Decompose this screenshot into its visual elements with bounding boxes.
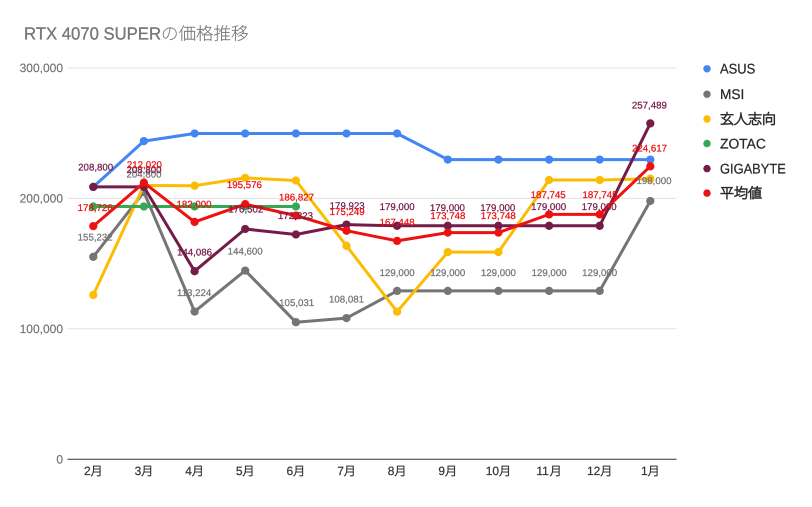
svg-text:224,617: 224,617 [632, 143, 667, 154]
svg-text:173,748: 173,748 [481, 211, 516, 222]
svg-text:179,923: 179,923 [330, 201, 365, 212]
svg-text:3: 3 [135, 464, 142, 478]
svg-text:300,000: 300,000 [20, 61, 64, 75]
svg-text:ZOTAC: ZOTAC [720, 135, 766, 151]
svg-text:113,224: 113,224 [177, 288, 212, 299]
svg-text:208,800: 208,800 [78, 163, 114, 174]
svg-text:129,000: 129,000 [430, 268, 466, 279]
svg-text:176,502: 176,502 [228, 205, 263, 216]
svg-text:0: 0 [56, 452, 63, 466]
svg-text:257,489: 257,489 [632, 101, 667, 112]
svg-text:182,000: 182,000 [176, 200, 212, 211]
svg-text:4: 4 [185, 464, 192, 478]
svg-text:200,000: 200,000 [20, 192, 64, 206]
svg-text:198,000: 198,000 [636, 176, 672, 187]
svg-text:178,726: 178,726 [78, 203, 113, 214]
svg-text:144,086: 144,086 [177, 247, 212, 258]
svg-text:179,000: 179,000 [480, 203, 516, 214]
svg-text:129,000: 129,000 [532, 268, 568, 279]
svg-text:179,000: 179,000 [582, 202, 618, 213]
svg-text:7: 7 [337, 464, 344, 478]
svg-text:172,323: 172,323 [278, 211, 313, 222]
svg-text:195,576: 195,576 [227, 180, 262, 191]
svg-text:208,800: 208,800 [126, 165, 162, 176]
svg-text:ASUS: ASUS [720, 61, 755, 77]
svg-text:179,000: 179,000 [531, 202, 567, 213]
svg-text:204,800: 204,800 [126, 169, 162, 180]
svg-text:2: 2 [84, 464, 91, 478]
svg-text:212,020: 212,020 [127, 160, 163, 171]
svg-text:179,000: 179,000 [380, 202, 416, 213]
svg-text:6: 6 [287, 464, 294, 478]
svg-text:108,081: 108,081 [329, 295, 364, 306]
svg-text:186,827: 186,827 [279, 193, 314, 204]
svg-text:155,232: 155,232 [78, 232, 113, 243]
svg-text:187,745: 187,745 [531, 190, 566, 201]
svg-text:8: 8 [388, 464, 395, 478]
svg-text:11: 11 [536, 464, 549, 478]
svg-text:MSI: MSI [720, 86, 744, 102]
svg-text:RTX 4070 SUPER: RTX 4070 SUPER [24, 24, 161, 44]
svg-text:105,031: 105,031 [279, 298, 314, 309]
svg-text:129,000: 129,000 [380, 268, 416, 279]
svg-text:187,745: 187,745 [582, 190, 617, 201]
svg-text:167,448: 167,448 [380, 218, 415, 229]
svg-text:9: 9 [438, 464, 445, 478]
svg-text:173,748: 173,748 [430, 211, 465, 222]
svg-text:5: 5 [236, 464, 243, 478]
svg-text:144,600: 144,600 [228, 247, 264, 258]
svg-text:1: 1 [641, 464, 648, 478]
svg-text:10: 10 [486, 464, 500, 478]
svg-text:129,000: 129,000 [481, 268, 517, 279]
svg-text:129,000: 129,000 [582, 268, 618, 279]
svg-text:12: 12 [587, 464, 601, 478]
svg-text:GIGABYTE: GIGABYTE [720, 161, 786, 177]
svg-text:179,000: 179,000 [430, 203, 466, 214]
svg-text:175,249: 175,249 [330, 207, 365, 218]
svg-text:100,000: 100,000 [20, 322, 64, 336]
